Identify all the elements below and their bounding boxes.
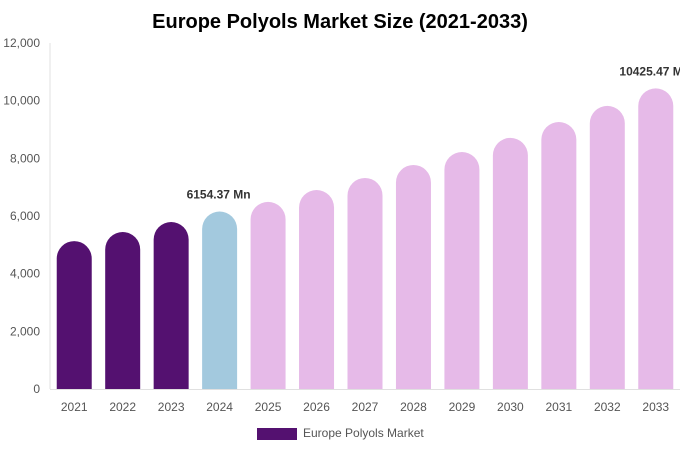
bar-2028 — [395, 164, 431, 389]
bar-2033 — [638, 88, 674, 389]
x-tick-label: 2021 — [61, 400, 88, 414]
bar-2030 — [492, 137, 528, 389]
bar-2025 — [250, 201, 286, 389]
data-label: 10425.47 Mn — [619, 64, 680, 78]
bar-2024 — [202, 211, 238, 389]
x-tick-label: 2033 — [642, 400, 669, 414]
x-tick-label: 2029 — [449, 400, 476, 414]
y-tick-label: 8,000 — [10, 151, 40, 165]
x-tick-label: 2022 — [109, 400, 136, 414]
bar-2021 — [56, 241, 92, 389]
x-tick-label: 2030 — [497, 400, 524, 414]
x-tick-label: 2027 — [352, 400, 379, 414]
y-tick-label: 12,000 — [3, 36, 40, 50]
y-tick-label: 4,000 — [10, 267, 40, 281]
x-tick-label: 2025 — [255, 400, 282, 414]
x-tick-label: 2028 — [400, 400, 427, 414]
bar-2029 — [444, 151, 480, 389]
data-label: 6154.37 Mn — [187, 188, 251, 202]
bar-2032 — [589, 105, 625, 390]
bar-2026 — [299, 190, 335, 389]
bar-2031 — [541, 122, 577, 389]
y-tick-label: 10,000 — [3, 94, 40, 108]
bar-2023 — [153, 222, 189, 389]
x-tick-label: 2023 — [158, 400, 185, 414]
legend-swatch — [257, 428, 297, 440]
legend-label[interactable]: Europe Polyols Market — [303, 426, 424, 440]
chart-title: Europe Polyols Market Size (2021-2033) — [152, 11, 528, 33]
bar-2022 — [105, 232, 141, 389]
y-tick-label: 0 — [33, 382, 40, 396]
x-tick-label: 2024 — [206, 400, 233, 414]
x-tick-label: 2032 — [594, 400, 621, 414]
x-tick-label: 2026 — [303, 400, 330, 414]
y-tick-label: 6,000 — [10, 209, 40, 223]
bar-2027 — [347, 177, 383, 389]
x-tick-label: 2031 — [545, 400, 572, 414]
y-tick-label: 2,000 — [10, 324, 40, 338]
